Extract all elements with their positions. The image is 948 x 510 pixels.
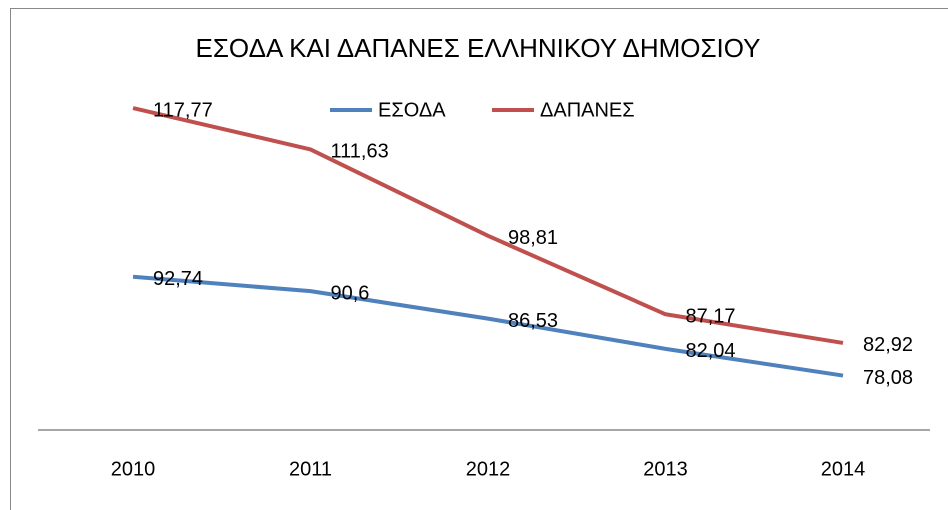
data-label: 90,6 (331, 282, 370, 304)
series-line (132, 106, 844, 345)
x-tick-label: 2011 (289, 458, 332, 480)
data-label: 92,74 (153, 268, 203, 290)
x-tick-label: 2013 (643, 458, 688, 480)
x-tick-label: 2014 (821, 458, 866, 480)
series-line (132, 274, 844, 378)
chart-frame (10, 8, 948, 510)
data-label: 111,63 (331, 141, 389, 163)
x-tick-label: 2012 (466, 458, 511, 480)
legend-label: ΔΑΠΑΝΕΣ (540, 99, 635, 121)
legend-label: ΕΣΟΔΑ (378, 99, 446, 121)
data-label: 78,08 (863, 367, 913, 389)
data-label: 82,92 (863, 334, 913, 356)
data-label: 87,17 (686, 306, 736, 328)
chart-title: ΕΣΟΔΑ ΚΑΙ ΔΑΠΑΝΕΣ ΕΛΛΗΝΙΚΟΥ ΔΗΜΟΣΙΟΥ (195, 33, 760, 63)
data-label: 86,53 (508, 310, 558, 332)
x-tick-label: 2010 (111, 458, 156, 480)
data-label: 82,04 (686, 340, 736, 362)
data-label: 117,77 (153, 99, 213, 121)
data-label: 98,81 (508, 227, 558, 249)
